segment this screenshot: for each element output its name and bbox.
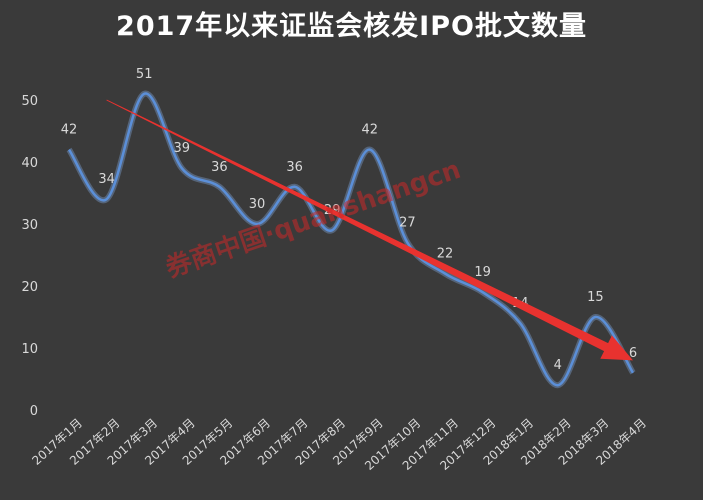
data-point <box>217 185 221 189</box>
data-point <box>67 148 71 152</box>
data-label: 22 <box>437 247 454 262</box>
data-point <box>405 241 409 245</box>
data-label: 27 <box>399 216 416 231</box>
chart-title: 2017年以来证监会核发IPO批文数量 <box>116 11 587 42</box>
data-label: 42 <box>362 123 379 138</box>
data-point <box>368 148 372 152</box>
y-tick-label: 0 <box>30 404 38 419</box>
data-point <box>443 272 447 276</box>
data-label: 34 <box>98 172 115 187</box>
data-label: 39 <box>174 141 191 156</box>
data-label: 4 <box>554 358 562 373</box>
data-point <box>142 92 146 96</box>
data-label: 36 <box>286 160 303 175</box>
data-point <box>556 383 560 387</box>
data-label: 6 <box>629 346 637 361</box>
data-point <box>293 185 297 189</box>
data-point <box>631 371 635 375</box>
y-tick-label: 50 <box>21 94 38 109</box>
y-tick-label: 10 <box>21 342 38 357</box>
data-label: 51 <box>136 67 153 82</box>
data-point <box>481 290 485 294</box>
data-point <box>105 197 109 201</box>
y-tick-label: 40 <box>21 156 38 171</box>
data-label: 42 <box>61 123 78 138</box>
data-label: 15 <box>587 290 604 305</box>
data-label: 36 <box>211 160 228 175</box>
data-point <box>593 315 597 319</box>
data-label: 19 <box>474 265 491 280</box>
series-line-glow <box>66 90 636 389</box>
y-tick-label: 20 <box>21 280 38 295</box>
data-label: 30 <box>249 197 266 212</box>
y-tick-label: 30 <box>21 218 38 233</box>
data-point <box>518 321 522 325</box>
series-line <box>67 92 635 387</box>
trend-arrow <box>106 99 633 361</box>
data-point <box>180 166 184 170</box>
